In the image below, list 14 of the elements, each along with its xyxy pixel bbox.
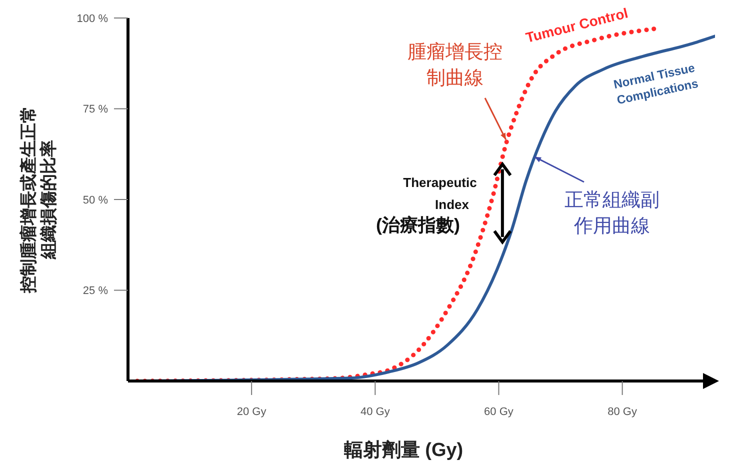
y-tick-label: 100 %	[76, 12, 108, 25]
annotation: Therapeutic Index (治療指數)	[376, 175, 477, 235]
y-axis-title: 控制腫瘤增長或產生正常組織損傷的比率	[19, 106, 58, 294]
x-tick-label: 40 Gy	[360, 406, 390, 418]
annotation: 腫瘤增長控制曲線	[408, 41, 502, 89]
x-tick-label: 20 Gy	[236, 406, 267, 418]
x-tick-label: 60 Gy	[484, 406, 514, 418]
y-tick-label: 25 %	[82, 285, 108, 298]
annotation: 正常組織副作用曲線	[564, 190, 660, 237]
x-tick-label: 80 Gy	[608, 406, 638, 418]
y-tick-label: 75 %	[82, 104, 108, 116]
y-tick-label: 50 %	[82, 194, 108, 206]
text: Tumour Control	[524, 4, 630, 46]
x-axis-title: 輻射劑量 (Gy)	[342, 439, 464, 461]
